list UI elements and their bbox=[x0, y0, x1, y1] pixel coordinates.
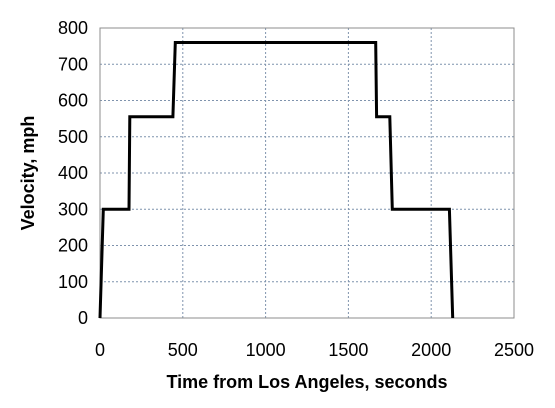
x-axis-title: Time from Los Angeles, seconds bbox=[166, 372, 447, 392]
velocity-series-line bbox=[98, 41, 455, 319]
x-tick-label: 0 bbox=[95, 340, 105, 360]
y-tick-label: 200 bbox=[58, 236, 88, 256]
y-tick-label: 800 bbox=[58, 18, 88, 38]
x-tick-label: 1000 bbox=[246, 340, 286, 360]
tick-labels: 0 100 200 300 400 500 600 700 800 0 500 1000 1500 200… bbox=[58, 18, 534, 360]
y-tick-label: 600 bbox=[58, 91, 88, 111]
grid-layer bbox=[100, 28, 514, 318]
y-tick-label: 100 bbox=[58, 272, 88, 292]
y-tick-label: 700 bbox=[58, 54, 88, 74]
x-tick-label: 1500 bbox=[328, 340, 368, 360]
x-tick-label: 500 bbox=[168, 340, 198, 360]
x-tick-label: 2000 bbox=[411, 340, 451, 360]
y-axis-title: Velocity, mph bbox=[18, 116, 38, 231]
y-tick-label: 0 bbox=[78, 308, 88, 328]
x-tick-label: 2500 bbox=[494, 340, 534, 360]
y-tick-label: 400 bbox=[58, 163, 88, 183]
plot-area-border bbox=[99, 27, 515, 319]
y-tick-label: 500 bbox=[58, 127, 88, 147]
y-tick-label: 300 bbox=[58, 199, 88, 219]
series-layer bbox=[98, 41, 455, 319]
